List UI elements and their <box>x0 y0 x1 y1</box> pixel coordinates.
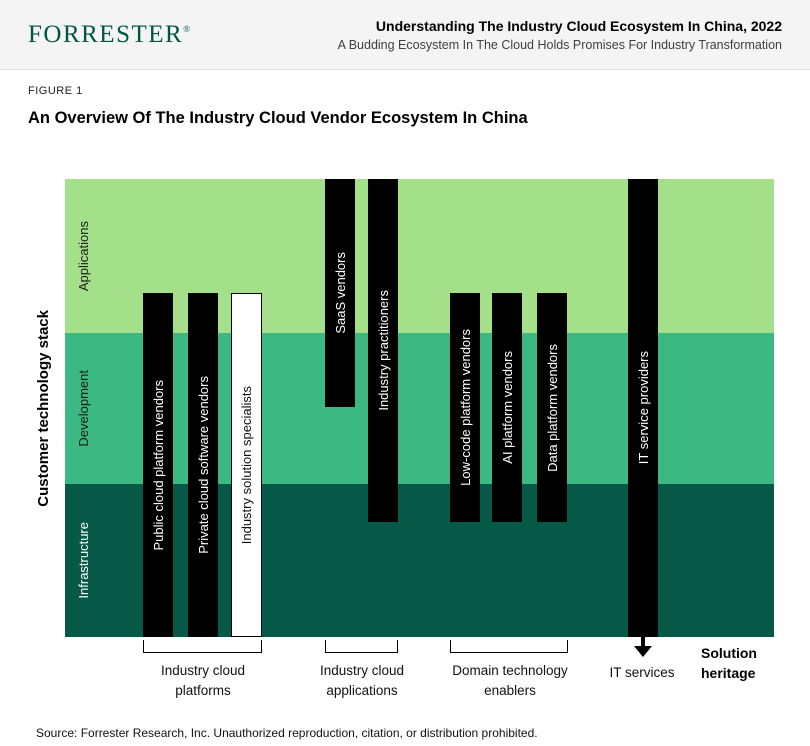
band-label-text: Development <box>75 370 91 447</box>
vendor-bar-public-cloud-platform-vendors: Public cloud platform vendors <box>143 293 173 637</box>
bracket-industry-cloud-platforms <box>143 640 262 653</box>
vendor-bar-saas-vendors: SaaS vendors <box>325 179 355 407</box>
it-services-arrow-stem <box>641 637 645 646</box>
figure-label: FIGURE 1 <box>28 85 83 97</box>
vendor-bar-label: Industry practitioners <box>375 290 391 411</box>
vendor-bar-industry-practitioners: Industry practitioners <box>368 179 398 522</box>
report-title: Understanding The Industry Cloud Ecosyst… <box>375 17 782 34</box>
report-header: FORRESTER® Understanding The Industry Cl… <box>0 0 810 70</box>
forrester-logo-text: FORRESTER <box>28 20 184 48</box>
vendor-bar-low-code-platform-vendors: Low-code platform vendors <box>450 293 480 522</box>
group-label-domain-technology-enablers: Domain technology enablers <box>452 663 568 699</box>
source-note: Source: Forrester Research, Inc. Unautho… <box>36 726 538 740</box>
vendor-bar-label: Data platform vendors <box>544 343 560 472</box>
band-label-development: Development <box>70 333 96 484</box>
figure-title: An Overview Of The Industry Cloud Vendor… <box>28 109 528 127</box>
group-label-it-services: IT services <box>609 665 675 680</box>
band-label-applications: Applications <box>70 179 96 333</box>
vendor-bar-label: AI platform vendors <box>499 351 515 464</box>
vendor-bar-ai-platform-vendors: AI platform vendors <box>492 293 522 522</box>
vendor-bar-industry-solution-specialists: Industry solution specialists <box>231 293 262 637</box>
group-label-industry-cloud-platforms: Industry cloud platforms <box>160 663 246 699</box>
x-axis-title: Solution heritage <box>701 645 757 682</box>
vendor-bar-label: Industry solution specialists <box>239 385 254 545</box>
group-label-industry-cloud-applications: Industry cloud applications <box>319 663 405 699</box>
vendor-bar-private-cloud-software-vendors: Private cloud software vendors <box>188 293 218 637</box>
vendor-bar-label: SaaS vendors <box>332 252 348 334</box>
band-label-infrastructure: Infrastructure <box>70 484 96 637</box>
bracket-domain-technology-enablers <box>450 640 568 653</box>
forrester-logo: FORRESTER® <box>28 21 190 49</box>
band-label-text: Applications <box>75 220 91 292</box>
vendor-bar-data-platform-vendors: Data platform vendors <box>537 293 567 522</box>
vendor-bar-label: Public cloud platform vendors <box>150 379 166 551</box>
vendor-bar-it-service-providers: IT service providers <box>628 179 658 637</box>
vendor-bar-label: IT service providers <box>635 351 651 465</box>
report-title-block: Understanding The Industry Cloud Ecosyst… <box>338 18 782 52</box>
vendor-bar-label: Low-code platform vendors <box>457 329 473 486</box>
y-axis-title-text: Customer technology stack <box>34 309 52 507</box>
band-label-text: Infrastructure <box>75 522 91 599</box>
down-arrow-icon <box>634 646 652 657</box>
vendor-bar-label: Private cloud software vendors <box>195 376 211 554</box>
y-axis-title: Customer technology stack <box>30 179 56 637</box>
registered-trademark-mark: ® <box>183 23 191 34</box>
bracket-industry-cloud-applications <box>325 640 398 653</box>
report-subtitle: A Budding Ecosystem In The Cloud Holds P… <box>337 37 782 52</box>
